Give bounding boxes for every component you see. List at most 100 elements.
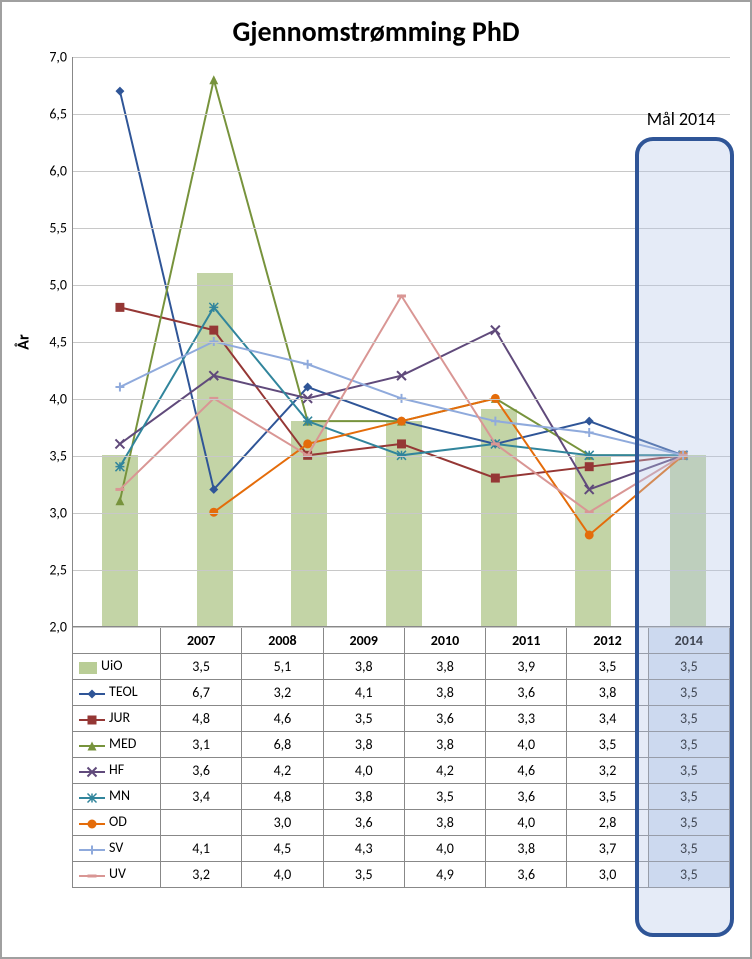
table-cell: 4,1 xyxy=(323,680,404,706)
legend-swatch-od xyxy=(79,815,105,832)
legend-cell-uio: UiO xyxy=(73,654,161,680)
table-cell: 3,2 xyxy=(567,758,648,784)
table-cell: 3,5 xyxy=(323,706,404,732)
gridline xyxy=(73,513,730,514)
table-row: UV3,24,03,54,93,63,03,5 xyxy=(73,862,730,888)
plot-area: År 2,02,53,03,54,04,55,05,56,06,57,0 Mål… xyxy=(72,57,730,627)
table-cell: 3,3 xyxy=(486,706,567,732)
table-cell: 6,7 xyxy=(161,680,242,706)
series-marker xyxy=(585,485,594,494)
table-cell: 3,5 xyxy=(323,862,404,888)
table-cell: 3,5 xyxy=(567,784,648,810)
table-cell: 3,5 xyxy=(648,784,729,810)
table-cell: 3,8 xyxy=(323,654,404,680)
table-column-header: 2010 xyxy=(404,628,485,654)
table-cell: 3,5 xyxy=(567,732,648,758)
table-cell: 2,8 xyxy=(567,810,648,836)
table-column-header: 2012 xyxy=(567,628,648,654)
table-cell: 4,2 xyxy=(242,758,323,784)
series-marker xyxy=(115,439,124,448)
series-marker xyxy=(491,326,500,335)
series-label: HF xyxy=(109,761,124,778)
table-row: OD3,03,63,84,02,83,5 xyxy=(73,810,730,836)
y-tick-label: 4,0 xyxy=(35,391,67,408)
table-cell: 3,8 xyxy=(323,784,404,810)
gridline xyxy=(73,285,730,286)
series-marker xyxy=(397,439,406,448)
y-tick-label: 3,5 xyxy=(35,448,67,465)
series-marker xyxy=(585,462,594,471)
series-label: UiO xyxy=(101,657,122,674)
legend-cell-mn: MN xyxy=(73,784,161,810)
gridline xyxy=(73,228,730,229)
table-row: MN3,44,83,83,53,63,53,5 xyxy=(73,784,730,810)
table-cell: 3,6 xyxy=(161,758,242,784)
series-marker xyxy=(209,75,218,84)
table-row: HF3,64,24,04,24,63,23,5 xyxy=(73,758,730,784)
legend-cell-teol: TEOL xyxy=(73,680,161,706)
table-cell: 3,6 xyxy=(404,706,485,732)
table-cell: 3,5 xyxy=(648,732,729,758)
table-cell: 3,5 xyxy=(648,654,729,680)
series-marker xyxy=(209,303,218,312)
legend-swatch-sv xyxy=(79,841,105,858)
y-tick-label: 5,0 xyxy=(35,277,67,294)
series-marker xyxy=(115,87,124,96)
table-cell: 4,5 xyxy=(242,836,323,862)
table-cell: 4,1 xyxy=(161,836,242,862)
table-cell: 5,1 xyxy=(242,654,323,680)
series-marker xyxy=(303,439,312,448)
series-label: MED xyxy=(109,735,136,752)
table-cell: 3,7 xyxy=(567,836,648,862)
series-label: MN xyxy=(109,787,130,804)
table-cell: 3,8 xyxy=(404,654,485,680)
table-cell: 4,0 xyxy=(323,758,404,784)
series-line-med xyxy=(120,80,683,501)
legend-cell-sv: SV xyxy=(73,836,161,862)
chart-title: Gjennomstrømming PhD xyxy=(2,2,750,57)
table-cell: 3,5 xyxy=(161,654,242,680)
table-cell: 3,5 xyxy=(648,758,729,784)
gridline xyxy=(73,114,730,115)
table-row: SV4,14,54,34,03,83,73,5 xyxy=(73,836,730,862)
legend-cell-od: OD xyxy=(73,810,161,836)
legend-cell-med: MED xyxy=(73,732,161,758)
table-corner xyxy=(73,628,161,654)
series-marker xyxy=(303,417,312,426)
table-cell: 3,8 xyxy=(486,836,567,862)
table-column-header: 2014 xyxy=(648,628,729,654)
y-tick-label: 5,5 xyxy=(35,220,67,237)
gridline xyxy=(73,399,730,400)
legend-cell-jur: JUR xyxy=(73,706,161,732)
series-label: JUR xyxy=(109,709,130,726)
series-line-od xyxy=(214,398,683,535)
table-cell: 4,0 xyxy=(404,836,485,862)
series-marker xyxy=(115,303,124,312)
table-cell: 4,0 xyxy=(242,862,323,888)
mal-2014-label: Mål 2014 xyxy=(647,108,716,130)
plot: 2,02,53,03,54,04,55,05,56,06,57,0 xyxy=(72,57,730,627)
table-column-header: 2011 xyxy=(486,628,567,654)
table-cell: 4,8 xyxy=(242,784,323,810)
legend-swatch-mn xyxy=(79,789,105,806)
table-cell: 4,3 xyxy=(323,836,404,862)
series-marker xyxy=(115,383,124,392)
series-marker xyxy=(585,530,594,539)
table-column-header: 2008 xyxy=(242,628,323,654)
table-cell: 4,6 xyxy=(486,758,567,784)
series-marker xyxy=(585,417,594,426)
y-tick-label: 2,5 xyxy=(35,562,67,579)
y-tick-label: 6,0 xyxy=(35,163,67,180)
y-tick-label: 2,0 xyxy=(35,619,67,636)
table-cell: 3,4 xyxy=(567,706,648,732)
legend-swatch-teol xyxy=(79,685,105,702)
table-cell: 4,0 xyxy=(486,732,567,758)
table-cell: 3,6 xyxy=(486,862,567,888)
gridline xyxy=(73,570,730,571)
y-axis-label: År xyxy=(15,334,34,349)
series-marker xyxy=(209,326,218,335)
table-cell: 3,5 xyxy=(648,706,729,732)
table-cell: 4,9 xyxy=(404,862,485,888)
table-cell: 3,6 xyxy=(486,680,567,706)
table-cell: 4,0 xyxy=(486,810,567,836)
